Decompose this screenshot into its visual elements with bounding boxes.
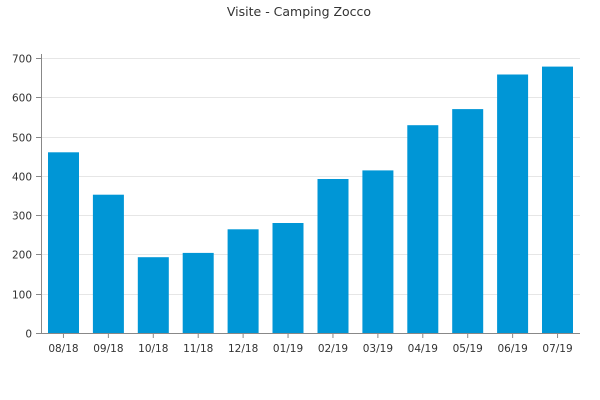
bar-09-18 <box>92 194 124 333</box>
x-tick-label: 11/18 <box>183 343 213 355</box>
bar-10-18 <box>137 257 169 333</box>
gridlines <box>41 58 580 295</box>
y-tick-label: 0 <box>25 329 32 341</box>
bar-06-19 <box>497 74 529 333</box>
y-tick-label: 600 <box>12 93 32 105</box>
y-tick-label: 700 <box>12 54 32 66</box>
x-axis-ticks: 08/18 09/18 10/18 11/18 12/18 01/19 02/19 03/19… <box>48 333 573 355</box>
x-tick-label: 06/19 <box>497 343 527 355</box>
x-tick-label: 07/19 <box>542 343 572 355</box>
y-axis-ticks: 0 100 200 300 400 500 600 700 <box>12 54 41 341</box>
y-tick-label: 300 <box>12 211 32 223</box>
x-tick-label: 05/19 <box>453 343 483 355</box>
x-tick-label: 09/18 <box>93 343 123 355</box>
y-tick-label: 400 <box>12 172 32 184</box>
bar-02-19 <box>317 179 349 333</box>
x-tick-label: 04/19 <box>408 343 438 355</box>
x-tick-label: 10/18 <box>138 343 168 355</box>
bar-04-19 <box>407 125 439 333</box>
bar-05-19 <box>452 109 484 333</box>
bar-11-18 <box>182 252 214 333</box>
x-tick-label: 08/18 <box>48 343 78 355</box>
chart-title: Visite - Camping Zocco <box>227 4 371 19</box>
bar-03-19 <box>362 170 394 333</box>
bar-12-18 <box>227 229 259 333</box>
bar-01-19 <box>272 223 304 333</box>
x-tick-label: 03/19 <box>363 343 393 355</box>
y-tick-label: 500 <box>12 133 32 145</box>
x-tick-label: 12/18 <box>228 343 258 355</box>
y-tick-label: 100 <box>12 290 32 302</box>
axes <box>41 54 580 334</box>
bar-07-19 <box>542 66 573 333</box>
bars <box>48 66 573 333</box>
y-tick-label: 200 <box>12 250 32 262</box>
bar-08-18 <box>48 152 79 333</box>
x-tick-label: 02/19 <box>318 343 348 355</box>
x-tick-label: 01/19 <box>273 343 303 355</box>
